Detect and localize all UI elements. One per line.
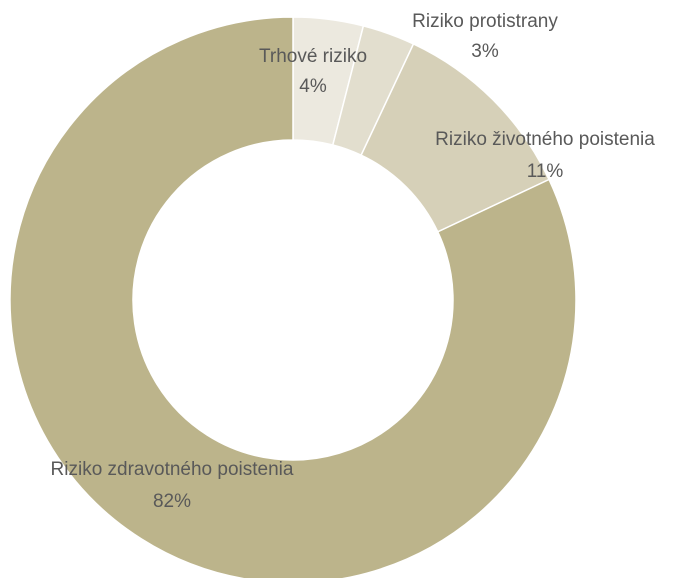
slice-value-label: 11%: [527, 161, 564, 182]
donut-slice: [9, 16, 577, 578]
slice-label: Riziko životného poistenia: [435, 129, 655, 150]
slice-value-label: 3%: [471, 41, 499, 62]
slice-value-label: 82%: [153, 491, 191, 512]
slice-label: Riziko zdravotného poistenia: [51, 459, 294, 480]
slice-label: Riziko protistrany: [412, 11, 558, 32]
slice-value-label: 4%: [299, 76, 327, 97]
slice-label: Trhové riziko: [259, 46, 367, 67]
